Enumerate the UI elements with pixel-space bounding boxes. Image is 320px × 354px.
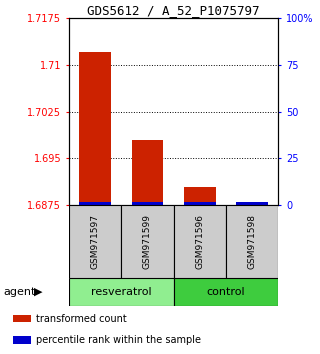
Bar [121, 205, 173, 278]
Text: GSM971598: GSM971598 [248, 214, 257, 269]
Bar [184, 187, 216, 205]
Text: transformed count: transformed count [36, 314, 126, 324]
Title: GDS5612 / A_52_P1075797: GDS5612 / A_52_P1075797 [87, 4, 260, 17]
Bar [132, 202, 163, 205]
Text: ▶: ▶ [34, 287, 42, 297]
Text: GSM971597: GSM971597 [91, 214, 100, 269]
Bar [132, 140, 163, 205]
Bar [226, 205, 278, 278]
Bar [13, 336, 31, 343]
Text: GSM971596: GSM971596 [195, 214, 204, 269]
Bar [173, 278, 278, 306]
Bar [184, 202, 216, 205]
Bar [236, 202, 268, 205]
Text: resveratrol: resveratrol [91, 287, 151, 297]
Bar [79, 52, 111, 205]
Bar [69, 278, 173, 306]
Text: percentile rank within the sample: percentile rank within the sample [36, 335, 201, 345]
Bar [79, 202, 111, 205]
Bar [69, 205, 121, 278]
Text: control: control [207, 287, 245, 297]
Text: agent: agent [3, 287, 36, 297]
Text: GSM971599: GSM971599 [143, 214, 152, 269]
Bar [13, 315, 31, 322]
Bar [173, 205, 226, 278]
